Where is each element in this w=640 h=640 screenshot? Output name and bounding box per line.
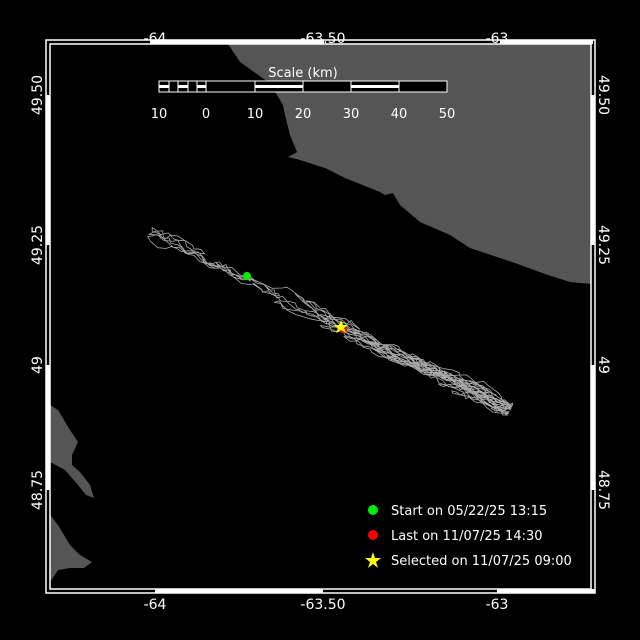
scale-title: Scale (km): [268, 66, 337, 81]
frame-band-left: [46, 365, 50, 490]
lon-label-top: -63.50: [300, 31, 345, 47]
land-coast-north: [228, 44, 591, 284]
lat-label-right: 48.75: [595, 470, 611, 510]
frame-band-right: [591, 365, 595, 490]
lon-label-top: -64: [144, 31, 167, 47]
scale-segment: [255, 85, 303, 88]
lat-label-right: 49.25: [595, 225, 611, 265]
frame-band-bottom: [497, 589, 595, 593]
frame-band-top: [500, 40, 593, 44]
legend: Start on 05/22/25 13:15 Last on 11/07/25…: [365, 504, 572, 569]
start-marker[interactable]: [243, 272, 251, 280]
scale-bar: Scale (km) 10 0 10 20 30 40 50: [151, 66, 456, 122]
map-frame: [45, 39, 596, 594]
scale-label: 40: [391, 107, 408, 122]
selected-star-marker[interactable]: [334, 320, 348, 333]
lon-label-bottom: -63.50: [300, 597, 345, 613]
lat-label-left: 49.50: [30, 75, 46, 115]
legend-last-label: Last on 11/07/25 14:30: [391, 529, 543, 544]
scale-label: 50: [439, 107, 456, 122]
frame-band-bottom: [155, 589, 323, 593]
track-line: [147, 226, 514, 416]
scale-segment: [351, 85, 399, 88]
lat-label-right: 49: [595, 356, 611, 374]
land-west-2: [50, 515, 92, 582]
lat-label-left: 49.25: [30, 225, 46, 265]
scale-segment: [197, 85, 206, 88]
lat-label-left: 49: [30, 356, 46, 374]
frame-band-left: [46, 95, 50, 245]
yellow-star-icon: [365, 552, 381, 568]
scale-label: 0: [202, 107, 210, 122]
legend-selected-label: Selected on 11/07/25 09:00: [391, 554, 572, 569]
lon-label-top: -63: [486, 31, 509, 47]
scale-label: 10: [247, 107, 264, 122]
lon-label-bottom: -63: [486, 597, 509, 613]
land-west-1: [50, 405, 94, 498]
legend-start-label: Start on 05/22/25 13:15: [391, 504, 547, 519]
lon-label-bottom: -64: [144, 597, 167, 613]
red-dot-icon: [368, 530, 378, 540]
lat-label-right: 49.50: [595, 75, 611, 115]
scale-label: 30: [343, 107, 360, 122]
scale-label: 20: [295, 107, 312, 122]
scale-segment: [178, 85, 188, 88]
scale-label: 10: [151, 107, 168, 122]
green-dot-icon: [368, 505, 378, 515]
lat-label-left: 48.75: [30, 470, 46, 510]
scale-segment: [159, 85, 169, 88]
frame-band-right: [591, 95, 595, 245]
frame-band-top: [150, 40, 324, 44]
